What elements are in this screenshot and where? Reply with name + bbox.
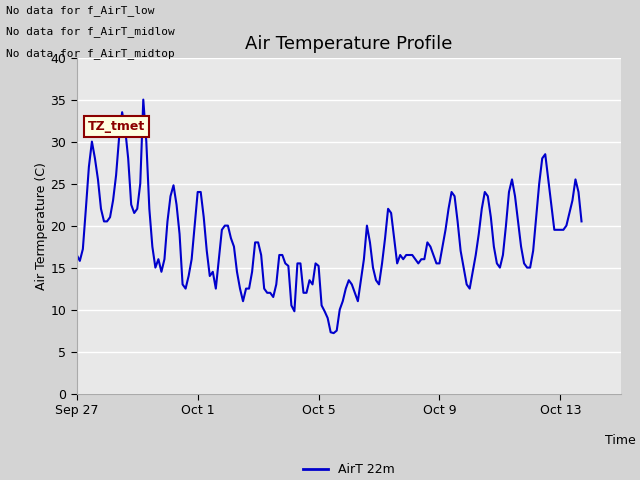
Text: No data for f_AirT_midlow: No data for f_AirT_midlow [6, 26, 175, 37]
Y-axis label: Air Termperature (C): Air Termperature (C) [35, 162, 48, 289]
Legend: AirT 22m: AirT 22m [298, 458, 399, 480]
Text: TZ_tmet: TZ_tmet [88, 120, 145, 133]
Title: Air Temperature Profile: Air Temperature Profile [245, 35, 452, 53]
X-axis label: Time: Time [605, 434, 636, 447]
Text: No data for f_AirT_low: No data for f_AirT_low [6, 5, 155, 16]
Text: No data for f_AirT_midtop: No data for f_AirT_midtop [6, 48, 175, 59]
